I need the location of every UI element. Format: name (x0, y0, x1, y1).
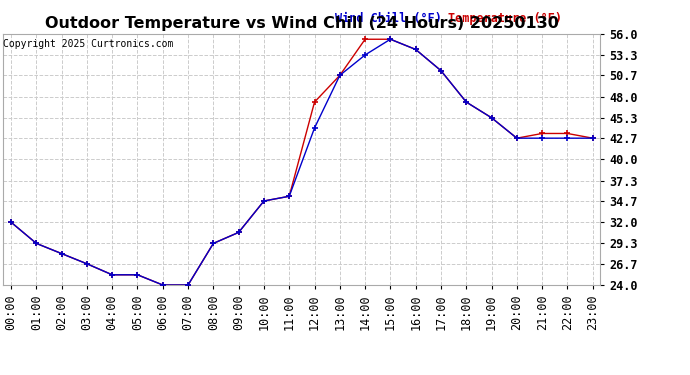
Text: Wind Chill (°F): Wind Chill (°F) (335, 12, 442, 25)
Text: Temperature (°F): Temperature (°F) (448, 12, 562, 25)
Title: Outdoor Temperature vs Wind Chill (24 Hours) 20250130: Outdoor Temperature vs Wind Chill (24 Ho… (45, 16, 559, 31)
Text: Copyright 2025 Curtronics.com: Copyright 2025 Curtronics.com (3, 39, 174, 50)
